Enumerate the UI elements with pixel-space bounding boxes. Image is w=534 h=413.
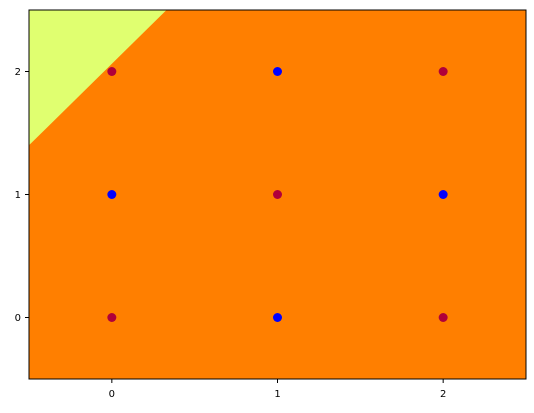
x-tick-label: 2: [440, 389, 446, 400]
y-axis-ticks: 0 1 2: [15, 67, 29, 324]
data-point-s0-3: [107, 67, 117, 76]
x-tick-label: 1: [274, 389, 280, 400]
scatter-points: [107, 67, 448, 322]
x-axis-ticks: 0 1 2: [109, 379, 446, 400]
y-tick-label: 2: [15, 67, 21, 78]
x-tick-label: 0: [109, 389, 115, 400]
data-point-s1-0: [273, 313, 282, 322]
region-upper-left: [29, 10, 167, 146]
y-tick-label: 0: [15, 313, 21, 324]
data-point-s1-2: [438, 190, 448, 199]
data-point-s0-0: [107, 313, 117, 322]
data-point-s0-2: [273, 190, 282, 199]
data-point-s0-1: [438, 313, 448, 322]
data-point-s1-3: [273, 67, 282, 76]
data-point-s1-1: [107, 190, 117, 199]
y-tick-label: 1: [15, 190, 21, 201]
data-point-s0-4: [438, 67, 448, 76]
